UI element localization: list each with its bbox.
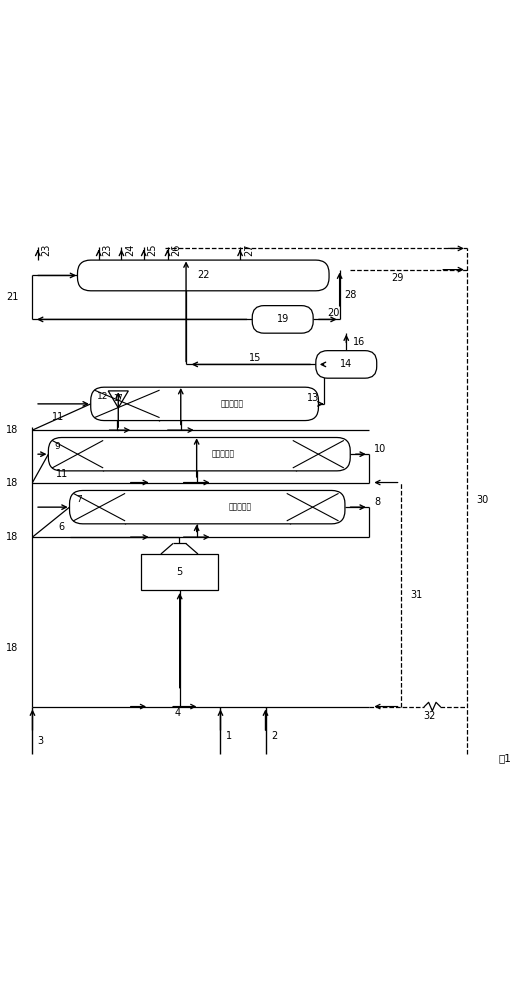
Text: 32: 32 [424,711,436,721]
Text: 2: 2 [271,731,277,741]
Text: 28: 28 [344,290,356,300]
FancyBboxPatch shape [78,260,329,291]
Text: 11: 11 [55,469,68,479]
Text: 6: 6 [58,522,65,532]
Text: 5: 5 [176,567,183,577]
Text: 18: 18 [6,425,19,435]
Text: 14: 14 [340,359,353,369]
Text: 11: 11 [52,412,64,422]
Text: 17: 17 [114,394,123,403]
Text: 29: 29 [392,273,404,283]
Text: 第一反应区: 第一反应区 [229,503,252,512]
Text: 21: 21 [6,292,19,302]
Text: 27: 27 [244,243,254,256]
Polygon shape [108,391,129,408]
Text: 13: 13 [307,393,319,403]
Text: 第二反应区: 第二反应区 [212,450,235,459]
Text: 23: 23 [41,243,52,256]
Text: 30: 30 [476,495,489,505]
Text: 23: 23 [102,243,113,256]
Text: 18: 18 [6,643,19,653]
Text: 图1: 图1 [499,753,512,763]
Text: 12: 12 [97,392,108,401]
Text: 18: 18 [6,478,19,488]
Text: 10: 10 [374,444,387,454]
Text: 7: 7 [76,495,82,504]
Text: 1: 1 [226,731,232,741]
FancyBboxPatch shape [252,306,313,333]
Text: 3: 3 [38,736,44,746]
Text: 16: 16 [353,337,365,347]
Text: 第三反应区: 第三反应区 [220,399,244,408]
Text: 15: 15 [249,353,261,363]
Text: 18: 18 [6,532,19,542]
Text: 9: 9 [55,442,61,451]
FancyBboxPatch shape [48,438,350,471]
Text: 8: 8 [374,497,380,507]
Text: 25: 25 [148,243,157,256]
Text: 26: 26 [171,243,181,256]
Text: 19: 19 [277,314,289,324]
Text: 24: 24 [125,243,135,256]
Text: 31: 31 [410,590,422,600]
Bar [141,554,218,590]
Text: 22: 22 [197,270,210,280]
FancyBboxPatch shape [70,490,345,524]
Text: 4: 4 [175,708,181,718]
FancyBboxPatch shape [91,387,319,421]
FancyBboxPatch shape [316,351,376,378]
Text: 20: 20 [327,308,339,318]
